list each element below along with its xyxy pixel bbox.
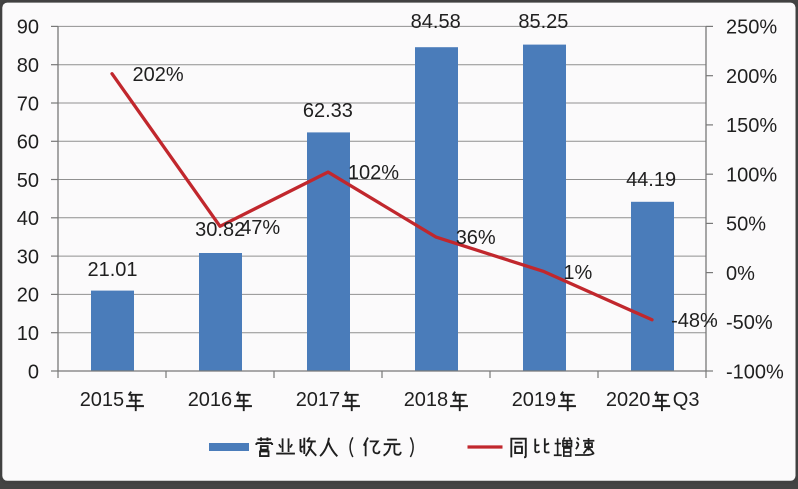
svg-text:Q3: Q3 [673,389,700,411]
svg-text:250%: 250% [726,17,777,39]
svg-text:84.58: 84.58 [411,11,461,33]
svg-text:2018: 2018 [404,389,449,411]
svg-text:50: 50 [17,170,39,192]
svg-text:30: 30 [17,246,39,268]
svg-text:60: 60 [17,132,39,154]
svg-text:36%: 36% [456,227,496,249]
svg-text:202%: 202% [133,64,184,86]
svg-text:80: 80 [17,55,39,77]
svg-text:-50%: -50% [726,312,773,334]
svg-text:102%: 102% [348,162,399,184]
svg-text:30.82: 30.82 [195,219,245,241]
svg-text:70: 70 [17,93,39,115]
svg-text:50%: 50% [726,214,766,236]
svg-text:21.01: 21.01 [87,259,137,281]
svg-text:62.33: 62.33 [303,100,353,122]
svg-text:2017: 2017 [296,389,341,411]
svg-text:-48%: -48% [671,310,718,332]
svg-text:200%: 200% [726,66,777,88]
svg-text:47%: 47% [240,217,280,239]
svg-text:150%: 150% [726,115,777,137]
svg-text:2015: 2015 [80,389,125,411]
svg-text:2019: 2019 [512,389,557,411]
svg-text:2016: 2016 [188,389,233,411]
svg-text:20: 20 [17,285,39,307]
svg-text:100%: 100% [726,165,777,187]
svg-text:40: 40 [17,208,39,230]
svg-text:44.19: 44.19 [626,169,676,191]
svg-text:2020: 2020 [606,389,651,411]
svg-text:1%: 1% [563,262,592,284]
svg-text:10: 10 [17,323,39,345]
svg-text:90: 90 [17,17,39,39]
svg-text:85.25: 85.25 [518,11,568,33]
svg-text:0: 0 [28,361,39,383]
svg-text:0%: 0% [726,263,755,285]
svg-text:-100%: -100% [726,361,784,383]
